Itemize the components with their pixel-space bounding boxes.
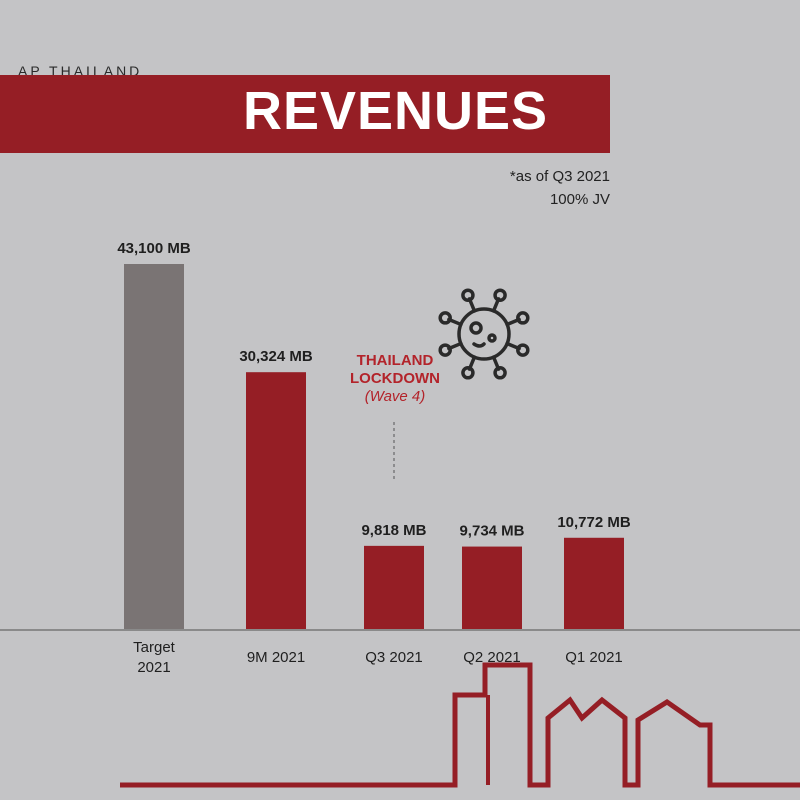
category-label-2: Q3 2021 <box>365 649 423 666</box>
virus-icon <box>438 288 530 380</box>
bar-value-label-3: 9,734 MB <box>459 523 524 540</box>
page-title: REVENUES <box>243 81 549 141</box>
bar-3 <box>462 546 522 629</box>
category-label-0-1: 2021 <box>137 659 170 676</box>
jv-note: 100% JV <box>549 191 610 208</box>
bar-0 <box>124 264 184 629</box>
city-skyline-decoration <box>120 662 800 788</box>
bar-1 <box>246 372 306 629</box>
as-of-note: *as of Q3 2021 <box>509 168 610 185</box>
annotation-line-2: LOCKDOWN <box>350 370 440 387</box>
bar-4 <box>564 537 624 629</box>
category-label-4: Q1 2021 <box>565 649 623 666</box>
annotation-line-3: (Wave 4) <box>364 388 426 405</box>
bar-2 <box>364 545 424 629</box>
category-label-0-0: Target <box>133 639 176 656</box>
bar-value-label-4: 10,772 MB <box>557 514 631 531</box>
lockdown-annotation: THAILAND LOCKDOWN (Wave 4) <box>320 352 470 406</box>
title-banner <box>0 75 610 153</box>
bar-value-label-1: 30,324 MB <box>239 348 313 365</box>
category-label-3: Q2 2021 <box>463 649 521 666</box>
category-label-1: 9M 2021 <box>247 649 305 666</box>
bar-value-label-0: 43,100 MB <box>117 240 191 257</box>
annotation-line-1: THAILAND <box>356 352 434 369</box>
bar-value-label-2: 9,818 MB <box>361 522 426 539</box>
